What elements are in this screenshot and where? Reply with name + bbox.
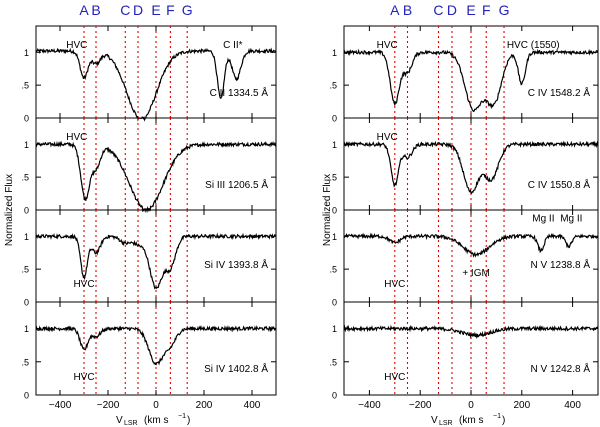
line-label: Si IV 1393.8 Å [204,258,268,271]
y-tick-label: 0 [24,206,29,216]
marker-label-f: F [166,2,175,18]
y-tick-label: 1 [24,140,29,150]
x-axis-label-close: ) [187,415,190,426]
y-tick-label: 1 [332,140,337,150]
line-label: Si IV 1402.8 Å [204,362,268,375]
annotation-label: HVC [66,132,87,143]
annotation-label: HVC [384,279,405,290]
x-axis-label-sub: LSR [439,420,453,427]
line-label: Si III 1206.5 Å [205,178,268,191]
y-tick-label: 1 [24,324,29,334]
x-tick-label: 200 [196,400,213,411]
spectrum-line [35,232,277,290]
line-label: C II 1334.5 Å [210,86,269,99]
x-tick-label: −400 [358,400,381,411]
y-tick-label: .5 [329,357,337,367]
spectrum-line [343,48,599,113]
spectrum-line [35,140,277,214]
y-tick-label: 1 [332,324,337,334]
y-tick-label: 0 [24,391,29,401]
x-axis-label-units: (km s [144,415,168,426]
marker-label-g: G [499,2,510,18]
y-tick-label: 0 [24,298,29,308]
marker-label-f: F [482,2,491,18]
x-axis-label-exp: −1 [493,413,501,420]
y-tick-label: 0 [24,114,29,124]
x-axis-label-sub: LSR [124,420,138,427]
x-axis-label: V [431,415,438,426]
annotation-label: HVC [384,372,405,383]
marker-label-e: E [466,2,475,18]
marker-label-e: E [151,2,160,18]
annotation-label: HVC [377,132,398,143]
x-axis-label-exp: −1 [178,413,186,420]
annotation-label: Mg II [560,213,582,224]
x-tick-label: 0 [468,400,474,411]
x-tick-label: −400 [49,400,72,411]
y-tick-label: .5 [329,173,337,183]
annotation-label: + IGM [462,268,490,279]
y-tick-label: 0 [332,298,337,308]
line-label: N V 1238.8 Å [531,258,591,271]
spectrum-line [343,324,599,340]
x-axis-label-units: (km s [459,415,483,426]
line-label: C IV 1548.2 Å [528,86,591,99]
annotation-label: HVC [377,40,398,51]
line-label: N V 1242.8 Å [531,362,591,375]
annotation-label: HVC [73,372,94,383]
y-tick-label: 1 [24,48,29,58]
y-tick-label: .5 [21,81,29,91]
marker-label-a: A [79,2,89,18]
annotation-label: HVC [66,40,87,51]
spectrum-line [343,232,599,258]
marker-label-b: B [403,2,412,18]
marker-label-c: C [120,2,130,18]
x-tick-label: 400 [564,400,581,411]
spectrum-line [343,140,599,194]
annotation-label: HVC [73,279,94,290]
spectrum-line [35,325,277,366]
marker-label-g: G [182,2,193,18]
x-tick-label: 0 [153,400,159,411]
y-tick-label: 1 [332,48,337,58]
y-tick-label: 0 [332,391,337,401]
x-tick-label: −200 [409,400,432,411]
y-tick-label: .5 [21,265,29,275]
y-axis-label: Normalized Flux [322,174,333,246]
x-tick-label: 400 [244,400,261,411]
x-tick-label: 200 [513,400,530,411]
annotation-label: C II* [223,40,243,51]
marker-label-a: A [390,2,400,18]
annotation-label: Mg II [532,213,554,224]
marker-label-c: C [433,2,443,18]
marker-label-b: B [91,2,100,18]
x-tick-label: −200 [97,400,120,411]
y-tick-label: 0 [332,206,337,216]
y-tick-label: .5 [329,81,337,91]
x-axis-label-close: ) [502,415,505,426]
y-tick-label: .5 [21,173,29,183]
marker-label-d: D [133,2,143,18]
y-axis-label: Normalized Flux [4,174,15,246]
y-tick-label: .5 [21,357,29,367]
spectrum-line [35,47,277,122]
y-tick-label: 1 [24,232,29,242]
y-tick-label: .5 [329,265,337,275]
x-axis-label: V [116,415,123,426]
y-tick-label: 0 [332,114,337,124]
annotation-label: HVC (1550) [507,40,560,51]
y-tick-label: 1 [332,232,337,242]
marker-label-d: D [447,2,457,18]
line-label: C IV 1550.8 Å [528,178,591,191]
